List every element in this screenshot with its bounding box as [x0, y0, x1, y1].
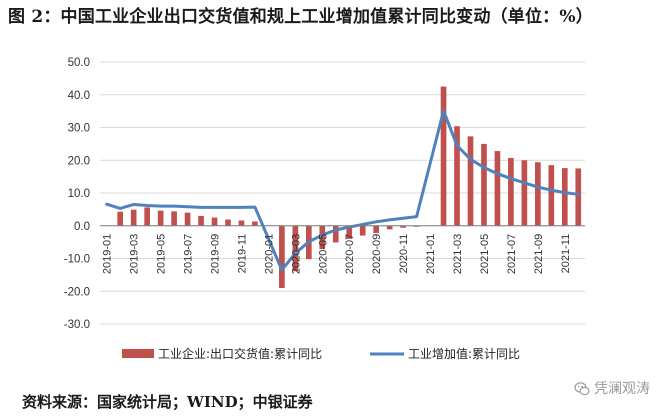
y-tick-label: 50.0 — [68, 57, 90, 69]
y-tick-label: -30.0 — [64, 319, 90, 331]
wechat-icon — [574, 382, 590, 396]
y-tick-label: -10.0 — [64, 254, 90, 266]
bar — [252, 221, 258, 226]
bar — [508, 157, 514, 226]
x-tick-label: 2020-11 — [398, 234, 410, 274]
bar — [535, 162, 541, 226]
bar — [400, 225, 406, 228]
bar — [198, 215, 204, 226]
legend-label-line: 工业增加值:累计同比 — [408, 346, 520, 361]
bar — [521, 160, 528, 226]
x-tick-label: 2019-01 — [102, 234, 114, 274]
x-axis: 2019-01 2019-03 2019-05 2019-07 2019-09 2019-… — [100, 225, 585, 274]
y-tick-label: -20.0 — [64, 286, 90, 298]
y-tick-label: 10.0 — [68, 188, 90, 200]
bar — [467, 136, 474, 226]
source-note: 资料来源：国家统计局；WIND；中银证券 — [22, 393, 313, 411]
chart-title: 图 2：中国工业企业出口交货值和规上工业增加值累计同比变动（单位：%） — [8, 7, 593, 27]
bar — [279, 225, 285, 288]
y-tick-label: 0.0 — [74, 221, 90, 233]
x-tick-label: 2020-07 — [344, 234, 356, 274]
y-tick-label: 40.0 — [68, 90, 90, 102]
bar — [548, 165, 555, 226]
x-tick-label: 2019-07 — [183, 234, 195, 274]
y-axis: 50.0 40.0 30.0 20.0 10.0 0.0 -10.0 -20.0 -30.0 — [64, 57, 90, 331]
chart-area: 50.0 40.0 30.0 20.0 10.0 0.0 -10.0 -20.0 -30.0 2… — [64, 57, 585, 361]
x-tick-label: 2019-03 — [129, 234, 141, 274]
bar — [359, 225, 366, 236]
bar — [211, 217, 218, 226]
legend-swatch-bar — [122, 349, 154, 358]
line-series-path — [105, 109, 580, 272]
bar — [332, 225, 339, 243]
x-tick-label: 2021-05 — [479, 234, 491, 274]
bar — [494, 151, 501, 226]
x-tick-label: 2019-05 — [156, 234, 168, 274]
y-tick-label: 30.0 — [68, 123, 90, 135]
bar — [373, 225, 380, 233]
line-series — [105, 109, 580, 272]
x-tick-label: 2020-09 — [371, 234, 383, 274]
bar — [144, 207, 150, 226]
x-tick-label: 2019-09 — [210, 234, 222, 274]
y-tick-label: 20.0 — [68, 155, 90, 167]
watermark-text: 凭澜观涛 — [594, 381, 650, 397]
legend: 工业企业:出口交货值:累计同比 工业增加值:累计同比 — [122, 346, 520, 361]
bar — [575, 168, 582, 226]
watermark: 凭澜观涛 — [574, 378, 650, 400]
x-tick-label: 2020-05 — [317, 234, 329, 274]
bar — [130, 209, 137, 226]
x-tick-label: 2021-03 — [452, 234, 464, 274]
bar — [184, 212, 191, 226]
bar — [157, 210, 164, 226]
legend-label-bar: 工业企业:出口交货值:累计同比 — [158, 346, 322, 361]
bar — [346, 225, 353, 239]
x-tick-label: 2021-11 — [560, 234, 572, 274]
bar — [561, 168, 568, 226]
bar — [292, 225, 299, 272]
bar — [171, 211, 177, 226]
x-tick-label: 2021-07 — [506, 234, 518, 274]
bar — [386, 225, 393, 230]
x-tick-label: 2021-01 — [425, 234, 437, 274]
x-tick-label: 2020-01 — [263, 234, 275, 274]
x-tick-label: 2019-11 — [236, 234, 248, 274]
bar — [225, 219, 231, 226]
bar — [117, 211, 124, 226]
bar — [454, 126, 460, 226]
bar — [440, 86, 447, 226]
bar — [238, 220, 245, 226]
bar — [481, 143, 487, 226]
x-tick-label: 2020-03 — [290, 234, 302, 274]
x-tick-label: 2021-09 — [533, 234, 545, 274]
bar — [319, 225, 326, 250]
